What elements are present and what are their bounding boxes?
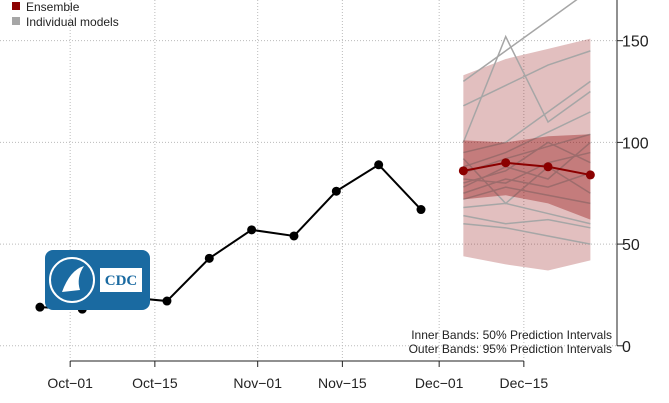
y-tick-label: 50 [622,237,640,254]
ensemble-point [543,162,553,172]
x-tick-label: Nov−15 [318,375,367,391]
x-tick-label: Oct−01 [47,375,93,391]
inner-band [463,134,591,220]
y-tick-label: 150 [622,34,649,51]
observed-point [416,205,426,215]
ensemble-line [463,161,591,176]
ensemble-point [458,166,468,176]
x-tick-label: Dec−15 [500,375,549,391]
observed-point [289,231,299,241]
logo-text: CDC [105,273,138,289]
model-line [463,214,591,229]
legend-label: Individual models [26,15,119,29]
model-line [463,223,591,245]
cdc-logo: CDC [45,250,150,310]
model-line [462,158,591,205]
model-line [463,50,591,107]
x-tick-label: Oct−15 [132,375,178,391]
model-line [463,141,591,184]
y-tick-label: 0 [622,339,631,356]
model-line [463,186,591,205]
model-line [462,34,591,143]
model-line [462,0,578,82]
x-tick-label: Dec−01 [415,375,464,391]
observed-point [331,186,341,196]
ensemble-point [585,170,595,180]
logo-text-box [100,268,142,292]
logo-seal [49,257,95,303]
annotation: Outer Bands: 95% Prediction Intervals [409,342,612,356]
y-tick-label: 100 [622,135,649,152]
model-line [463,80,591,154]
model-line [463,111,591,168]
observed-point [35,302,45,312]
outer-band [463,38,591,271]
x-tick-label: Nov−01 [233,375,282,391]
observed-point [247,225,257,235]
ensemble-point [501,158,511,168]
legend-swatch [12,17,20,25]
observed-point [204,253,214,263]
legend-label: Ensemble [26,0,80,14]
observed-point [374,160,384,170]
model-line [463,202,591,225]
logo-eagle [62,266,84,292]
logo-box [45,250,150,310]
annotation: Inner Bands: 50% Prediction Intervals [411,328,612,342]
legend-swatch [12,2,20,10]
observed-point [162,296,172,306]
